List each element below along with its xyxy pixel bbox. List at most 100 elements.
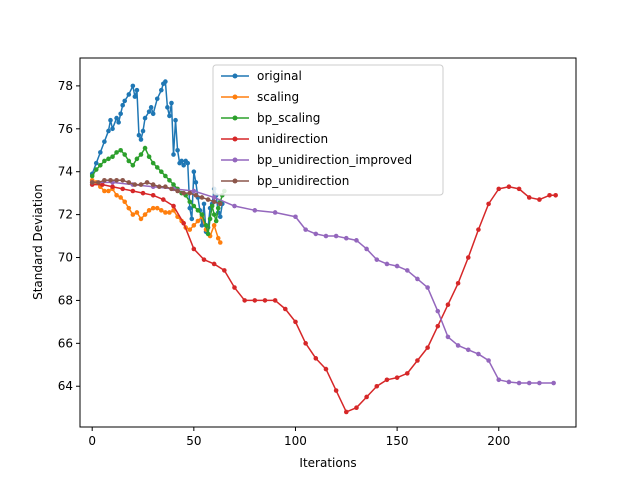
data-point: [232, 203, 237, 209]
data-point: [313, 231, 319, 237]
data-point: [114, 115, 119, 121]
data-point: [126, 180, 132, 185]
legend-item-bp_scaling: bp_scaling: [221, 111, 320, 125]
data-point: [130, 162, 136, 168]
data-point: [154, 205, 160, 211]
data-point: [142, 212, 148, 217]
data-point: [138, 152, 144, 157]
data-point: [195, 218, 201, 224]
data-point: [207, 216, 213, 222]
data-point: [516, 380, 522, 386]
data-point: [205, 231, 211, 237]
data-point: [364, 246, 369, 252]
data-point: [102, 139, 107, 144]
y-tick-label: 68: [58, 293, 73, 307]
series-unidirection: [89, 182, 558, 415]
data-point: [89, 173, 95, 179]
legend-label: original: [257, 69, 302, 83]
data-point: [425, 345, 430, 350]
data-point: [465, 347, 471, 353]
data-point: [187, 199, 193, 205]
data-point: [209, 203, 215, 209]
data-point: [181, 220, 186, 226]
data-point: [374, 257, 380, 262]
data-point: [195, 208, 201, 213]
data-point: [163, 210, 168, 215]
data-point: [394, 375, 400, 380]
data-point: [283, 306, 288, 312]
data-point: [150, 205, 156, 211]
data-point: [159, 208, 164, 213]
data-point: [333, 388, 339, 393]
data-point: [404, 371, 410, 376]
data-point: [93, 160, 99, 166]
data-point: [242, 298, 247, 303]
data-point: [201, 201, 207, 207]
data-point: [476, 351, 481, 357]
data-point: [425, 285, 430, 290]
y-tick-label: 70: [58, 251, 73, 265]
data-point: [191, 246, 197, 252]
y-tick-label: 66: [58, 336, 73, 350]
data-point: [108, 177, 113, 183]
data-point: [191, 169, 197, 174]
data-point: [181, 190, 186, 196]
data-point: [132, 182, 138, 187]
data-point: [140, 128, 146, 134]
data-point: [496, 186, 502, 192]
data-point: [476, 227, 481, 232]
legend-swatch-marker: [232, 157, 238, 163]
data-point: [215, 235, 221, 241]
data-point: [110, 184, 115, 190]
legend-item-bp_unidirection: bp_unidirection: [221, 174, 349, 188]
data-point: [384, 377, 390, 383]
data-point: [526, 195, 532, 200]
data-point: [496, 377, 502, 383]
y-tick-label: 78: [58, 79, 73, 93]
data-point: [142, 145, 148, 151]
data-point: [201, 257, 207, 262]
x-tick-label: 150: [386, 434, 409, 448]
data-point: [364, 394, 369, 400]
legend-swatch-marker: [232, 178, 238, 184]
x-tick-label: 50: [186, 434, 201, 448]
data-point: [181, 162, 186, 168]
data-point: [171, 203, 176, 209]
data-point: [163, 184, 168, 190]
data-point: [134, 210, 140, 215]
data-point: [144, 180, 150, 185]
data-point: [169, 100, 174, 106]
data-point: [159, 87, 164, 93]
data-point: [126, 205, 132, 211]
legend-label: scaling: [257, 90, 299, 104]
data-point: [553, 193, 558, 198]
legend-item-unidirection: unidirection: [221, 132, 328, 146]
y-axis-ticks: 64 66 68 70 72 74 76 78: [58, 79, 80, 393]
data-point: [114, 177, 119, 183]
data-point: [191, 188, 197, 194]
data-point: [354, 405, 359, 410]
data-point: [106, 156, 111, 162]
legend: original scaling bp_scaling unidirection bp_…: [212, 64, 444, 196]
data-point: [551, 380, 556, 386]
data-point: [211, 195, 217, 200]
x-axis-title: Iterations: [299, 456, 356, 470]
data-point: [114, 150, 119, 155]
legend-swatch-marker: [232, 115, 238, 121]
data-point: [154, 96, 160, 102]
data-point: [102, 177, 107, 183]
legend-label: bp_unidirection_improved: [257, 153, 412, 167]
data-point: [171, 182, 176, 187]
data-point: [293, 214, 298, 220]
data-point: [272, 210, 278, 215]
data-point: [415, 358, 420, 363]
data-point: [110, 154, 115, 159]
data-point: [435, 323, 441, 329]
legend-label: unidirection: [257, 132, 328, 146]
data-point: [159, 169, 164, 174]
data-point: [122, 152, 128, 157]
data-point: [134, 87, 140, 93]
data-point: [163, 79, 168, 84]
data-point: [187, 227, 193, 232]
